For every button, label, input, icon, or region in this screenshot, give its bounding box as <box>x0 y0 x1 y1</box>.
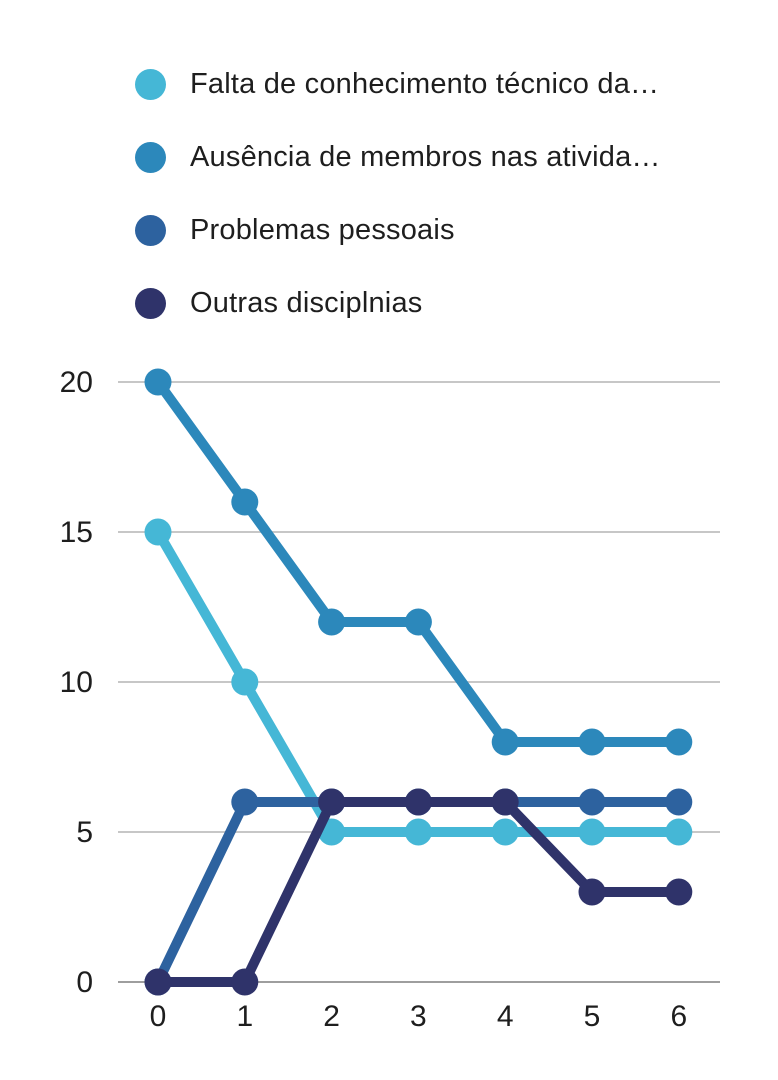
y-axis-tick-label: 0 <box>76 966 93 999</box>
data-point <box>404 608 432 636</box>
x-axis-tick-label: 0 <box>150 1000 167 1033</box>
data-point <box>578 728 606 756</box>
data-point <box>491 788 519 816</box>
data-point <box>665 818 693 846</box>
circle-swatch-icon <box>135 69 166 100</box>
data-point <box>144 518 172 546</box>
legend-item-falta-conhecimento: Falta de conhecimento técnico da… <box>135 48 661 121</box>
legend-label: Ausência de membros nas ativida… <box>190 141 661 173</box>
y-axis-tick-label: 5 <box>76 816 93 849</box>
y-axis-tick-label: 15 <box>60 516 93 549</box>
data-point <box>665 728 693 756</box>
data-point <box>231 488 259 516</box>
circle-swatch-icon <box>135 142 166 173</box>
x-axis-tick-label: 2 <box>323 1000 340 1033</box>
data-point <box>491 818 519 846</box>
x-axis-tick-label: 5 <box>584 1000 601 1033</box>
y-axis-tick-label: 10 <box>60 666 93 699</box>
data-point <box>144 968 172 996</box>
data-point <box>578 788 606 816</box>
data-point <box>404 818 432 846</box>
legend-label: Problemas pessoais <box>190 214 455 246</box>
data-point <box>318 608 346 636</box>
circle-swatch-icon <box>135 288 166 319</box>
x-axis-tick-label: 6 <box>670 1000 687 1033</box>
x-axis-tick-label: 3 <box>410 1000 427 1033</box>
chart-legend: Falta de conhecimento técnico da… Ausênc… <box>135 48 661 340</box>
data-point <box>144 368 172 396</box>
y-axis-tick-label: 20 <box>60 366 93 399</box>
legend-item-ausencia-membros: Ausência de membros nas ativida… <box>135 121 661 194</box>
data-point <box>578 818 606 846</box>
data-point <box>578 878 606 906</box>
data-point <box>231 668 259 696</box>
legend-item-outras-disciplinas: Outras disciplnias <box>135 267 661 340</box>
data-point <box>231 788 259 816</box>
legend-item-problemas-pessoais: Problemas pessoais <box>135 194 661 267</box>
data-point <box>404 788 432 816</box>
legend-label: Outras disciplnias <box>190 287 423 319</box>
data-point <box>231 968 259 996</box>
data-point <box>491 728 519 756</box>
data-point <box>665 878 693 906</box>
circle-swatch-icon <box>135 215 166 246</box>
legend-label: Falta de conhecimento técnico da… <box>190 68 660 100</box>
data-point <box>318 788 346 816</box>
x-axis-tick-label: 4 <box>497 1000 514 1033</box>
data-point <box>665 788 693 816</box>
x-axis-tick-label: 1 <box>236 1000 253 1033</box>
